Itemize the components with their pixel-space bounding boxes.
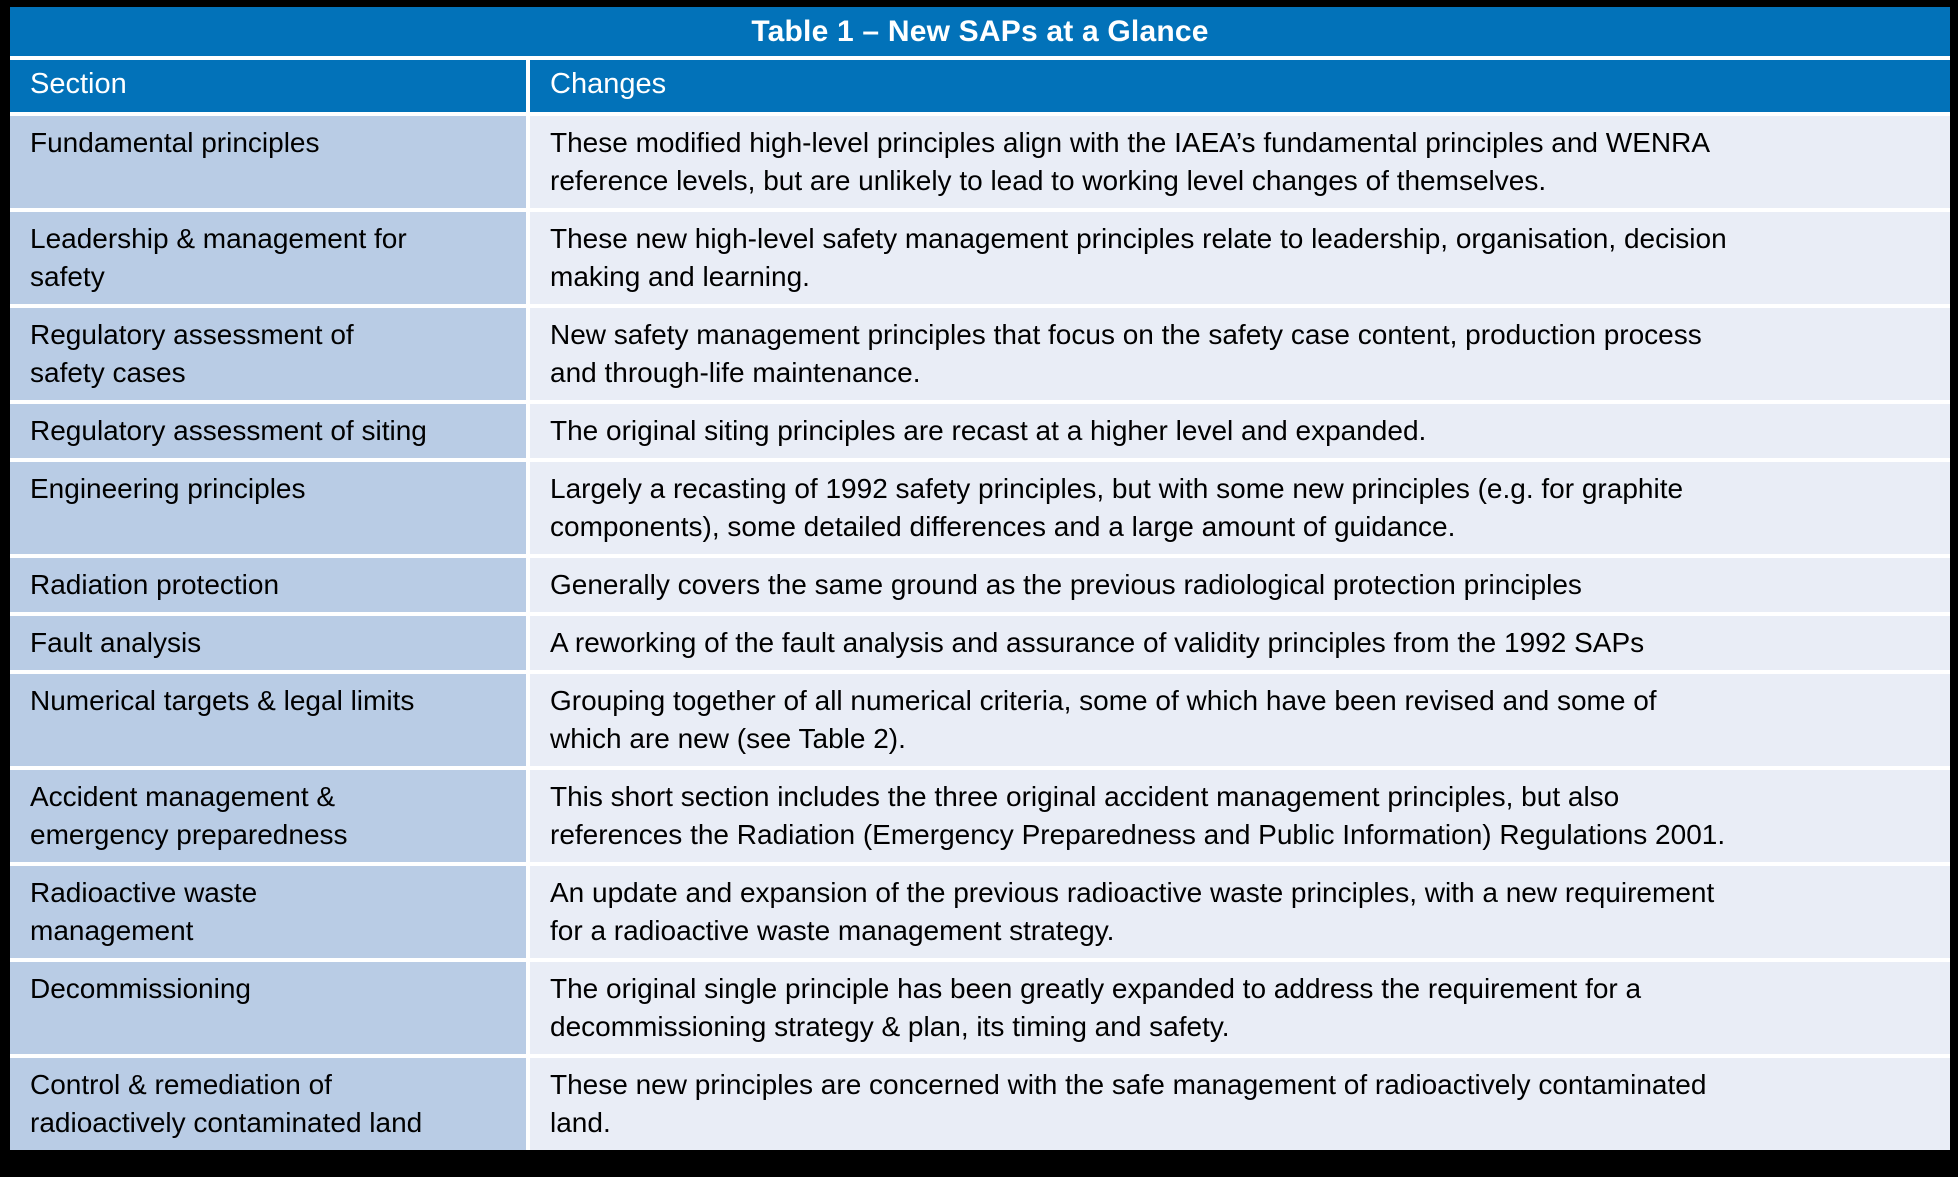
table-row: Control & remediation of radioactively c… [10, 1058, 1950, 1150]
table-head: Table 1 – New SAPs at a Glance Section C… [10, 7, 1950, 116]
changes-cell: These new principles are concerned with … [530, 1058, 1950, 1150]
table-row: Accident management & emergency prepared… [10, 770, 1950, 866]
table-body: Fundamental principles These modified hi… [10, 116, 1950, 1150]
section-cell: Control & remediation of radioactively c… [10, 1058, 530, 1150]
changes-cell: New safety management principles that fo… [530, 308, 1950, 404]
changes-cell: The original siting principles are recas… [530, 404, 1950, 462]
changes-cell: Largely a recasting of 1992 safety princ… [530, 462, 1950, 558]
changes-cell: Generally covers the same ground as the … [530, 558, 1950, 616]
column-header-row: Section Changes [10, 60, 1950, 116]
table-row: Regulatory assessment of siting The orig… [10, 404, 1950, 462]
changes-cell: These new high-level safety management p… [530, 212, 1950, 308]
section-cell: Leadership & management for safety [10, 212, 530, 308]
changes-cell: The original single principle has been g… [530, 962, 1950, 1058]
section-cell: Fault analysis [10, 616, 530, 674]
column-header-section: Section [10, 60, 530, 116]
table-title: Table 1 – New SAPs at a Glance [10, 7, 1950, 60]
saps-summary-table: Table 1 – New SAPs at a Glance Section C… [10, 7, 1950, 1150]
changes-cell: A reworking of the fault analysis and as… [530, 616, 1950, 674]
section-cell: Radiation protection [10, 558, 530, 616]
table-row: Engineering principles Largely a recasti… [10, 462, 1950, 558]
section-cell: Regulatory assessment of siting [10, 404, 530, 462]
section-cell: Decommissioning [10, 962, 530, 1058]
table-row: Radioactive waste management An update a… [10, 866, 1950, 962]
section-cell: Fundamental principles [10, 116, 530, 212]
table-row: Numerical targets & legal limits Groupin… [10, 674, 1950, 770]
table-row: Leadership & management for safety These… [10, 212, 1950, 308]
column-header-changes: Changes [530, 60, 1950, 116]
table-row: Fundamental principles These modified hi… [10, 116, 1950, 212]
table-row: Fault analysis A reworking of the fault … [10, 616, 1950, 674]
changes-cell: An update and expansion of the previous … [530, 866, 1950, 962]
changes-cell: Grouping together of all numerical crite… [530, 674, 1950, 770]
table-row: Radiation protection Generally covers th… [10, 558, 1950, 616]
section-cell: Radioactive waste management [10, 866, 530, 962]
table-row: Decommissioning The original single prin… [10, 962, 1950, 1058]
section-cell: Numerical targets & legal limits [10, 674, 530, 770]
section-cell: Engineering principles [10, 462, 530, 558]
section-cell: Accident management & emergency prepared… [10, 770, 530, 866]
changes-cell: These modified high-level principles ali… [530, 116, 1950, 212]
title-row: Table 1 – New SAPs at a Glance [10, 7, 1950, 60]
section-cell: Regulatory assessment of safety cases [10, 308, 530, 404]
table-row: Regulatory assessment of safety cases Ne… [10, 308, 1950, 404]
changes-cell: This short section includes the three or… [530, 770, 1950, 866]
